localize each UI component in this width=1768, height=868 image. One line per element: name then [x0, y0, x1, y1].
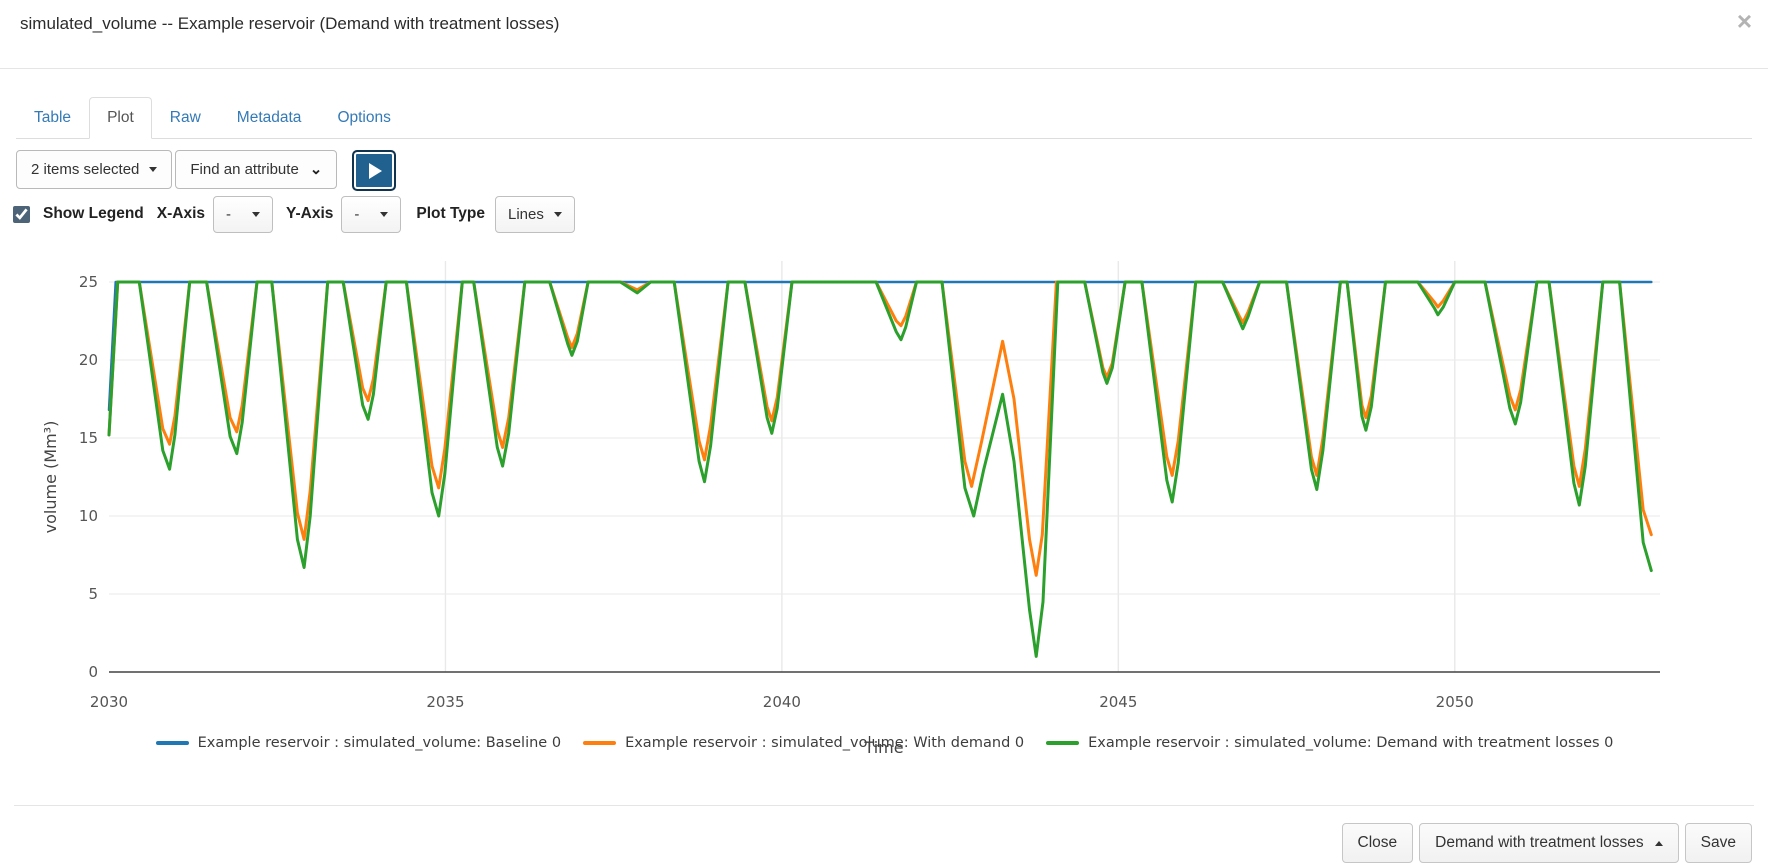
caret-down-icon — [380, 211, 389, 217]
tab-raw[interactable]: Raw — [169, 109, 201, 126]
attribute-toolbar: 2 items selected Find an attribute ⌄ — [16, 150, 397, 191]
caret-down-icon — [553, 211, 562, 217]
legend-label: Example reservoir : simulated_volume: De… — [1088, 735, 1614, 751]
caret-down-icon — [252, 211, 260, 217]
y-axis-dropdown[interactable]: - — [341, 195, 402, 233]
close-button[interactable]: Close — [1341, 823, 1414, 863]
legend-label: Example reservoir : simulated_volume: Wi… — [625, 735, 1025, 751]
close-icon[interactable]: × — [1736, 6, 1752, 36]
scenario-label: Demand with treatment losses — [1435, 834, 1644, 851]
tab-metadata[interactable]: Metadata — [236, 109, 302, 126]
svg-text:5: 5 — [88, 585, 98, 603]
scenario-dropup[interactable]: Demand with treatment losses — [1419, 823, 1679, 863]
x-axis-dropdown[interactable]: - — [213, 195, 273, 233]
legend-item-baseline[interactable]: Example reservoir : simulated_volume: Ba… — [155, 735, 562, 751]
footer-divider — [14, 805, 1754, 806]
plot-controls: Show Legend X-Axis - Y-Axis - Plot Type … — [13, 195, 575, 233]
tab-table[interactable]: Table — [34, 109, 72, 126]
y-axis-value: - — [354, 205, 360, 223]
legend-label: Example reservoir : simulated_volume: Ba… — [197, 735, 562, 751]
footer-buttons: Close Demand with treatment losses Save — [1341, 823, 1752, 863]
svg-text:0: 0 — [88, 663, 98, 681]
plot-type-label: Plot Type — [416, 205, 485, 222]
svg-text:2050: 2050 — [1436, 693, 1474, 711]
svg-text:2045: 2045 — [1099, 693, 1137, 711]
svg-text:15: 15 — [79, 429, 98, 447]
svg-text:25: 25 — [79, 273, 98, 291]
svg-text:2040: 2040 — [763, 693, 801, 711]
chevron-down-icon: ⌄ — [309, 160, 323, 178]
treatment-losses-line-swatch — [1046, 741, 1080, 745]
tab-plot[interactable]: Plot — [89, 97, 152, 139]
find-attribute-label: Find an attribute — [190, 161, 299, 178]
save-button[interactable]: Save — [1684, 823, 1752, 863]
show-legend-checkbox[interactable] — [13, 205, 30, 223]
tab-bar: Table Plot Raw Metadata Options — [16, 97, 1752, 139]
caret-down-icon — [149, 167, 158, 172]
show-legend-label: Show Legend — [43, 205, 144, 222]
x-axis-label: X-Axis — [156, 205, 205, 222]
x-axis-title: Time — [864, 738, 904, 757]
items-selected-dropdown[interactable]: 2 items selected — [16, 150, 173, 189]
legend-item-with-demand[interactable]: Example reservoir : simulated_volume: Wi… — [583, 735, 1024, 751]
svg-text:volume (Mm³): volume (Mm³) — [41, 421, 60, 534]
chart-legend: Example reservoir : simulated_volume: Ba… — [109, 735, 1660, 751]
play-button[interactable] — [352, 150, 397, 191]
svg-text:10: 10 — [79, 507, 98, 525]
header-divider — [0, 68, 1768, 69]
items-selected-label: 2 items selected — [31, 161, 140, 178]
play-icon — [369, 162, 383, 179]
svg-text:2030: 2030 — [90, 693, 128, 711]
tab-options[interactable]: Options — [337, 109, 391, 126]
plot-type-value: Lines — [508, 205, 544, 223]
caret-up-icon — [1654, 840, 1663, 846]
x-axis-value: - — [226, 205, 231, 223]
y-axis-label: Y-Axis — [286, 205, 334, 222]
legend-item-treatment-losses[interactable]: Example reservoir : simulated_volume: De… — [1046, 735, 1613, 751]
svg-text:20: 20 — [79, 351, 98, 369]
dialog-title: simulated_volume -- Example reservoir (D… — [20, 14, 560, 33]
plot-type-dropdown[interactable]: Lines — [495, 195, 575, 233]
close-button-label: Close — [1357, 834, 1398, 851]
svg-text:2035: 2035 — [426, 693, 464, 711]
with-demand-line-swatch — [583, 741, 617, 745]
volume-line-chart: 2030 2035 2040 2045 2050 0 5 10 15 20 25 volume (Mm… — [41, 261, 1660, 711]
save-button-label: Save — [1700, 834, 1736, 851]
baseline-line-swatch — [155, 741, 189, 745]
find-attribute-select[interactable]: Find an attribute ⌄ — [175, 150, 338, 189]
